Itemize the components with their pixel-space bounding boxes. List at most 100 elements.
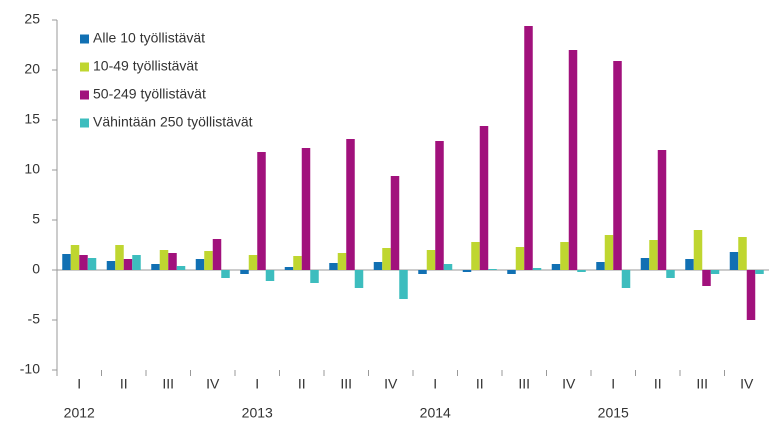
bar (79, 255, 88, 270)
bar (329, 263, 338, 270)
bar (479, 126, 489, 270)
bar (471, 242, 480, 270)
legend-swatch (80, 118, 89, 128)
legend-label: Vähintään 250 työllistävät (93, 114, 253, 130)
bar (746, 270, 756, 320)
x-tick-label: III (696, 376, 708, 392)
bar (604, 235, 614, 270)
year-label: 2014 (420, 405, 451, 421)
bar (649, 240, 658, 270)
bar (443, 264, 453, 270)
x-tick-label: III (340, 376, 352, 392)
bar (568, 50, 578, 270)
y-tick-label: 25 (24, 11, 40, 27)
x-tick-label: I (255, 376, 259, 392)
legend-swatch (80, 62, 89, 72)
x-tick-label: IV (740, 376, 754, 392)
bar (87, 258, 97, 270)
year-label: 2015 (598, 405, 629, 421)
legend-label: 50-249 työllistävät (93, 86, 206, 102)
bar (515, 247, 525, 270)
bar (221, 270, 230, 278)
bar (293, 256, 302, 270)
x-tick-label: II (120, 376, 128, 392)
legend-label: 10-49 työllistävät (93, 58, 198, 74)
x-tick-label: II (476, 376, 484, 392)
year-label: 2013 (242, 405, 273, 421)
bar (710, 270, 720, 274)
y-tick-label: 0 (32, 261, 40, 277)
y-tick-label: 5 (32, 211, 40, 227)
bar (257, 152, 266, 270)
bar (488, 269, 497, 270)
bar (551, 264, 561, 270)
bar (435, 141, 444, 270)
bar (729, 252, 739, 270)
bar (666, 270, 675, 278)
x-tick-label: II (654, 376, 662, 392)
x-tick-label: III (518, 376, 530, 392)
bar (195, 259, 205, 270)
y-tick-label: -10 (20, 361, 40, 377)
year-label: 2012 (64, 405, 95, 421)
bar (621, 270, 631, 288)
bar (151, 264, 160, 270)
bar (168, 253, 177, 270)
bar (390, 176, 400, 270)
y-tick-label: -5 (28, 311, 41, 327)
bar (373, 262, 383, 270)
bar (310, 270, 319, 283)
y-tick-label: 10 (24, 161, 40, 177)
bar (693, 230, 703, 270)
x-tick-label: III (162, 376, 174, 392)
x-tick-label: IV (562, 376, 576, 392)
legend-label: Alle 10 työllistävät (93, 30, 205, 46)
bar (301, 148, 311, 270)
legend-swatch (80, 90, 89, 100)
bar (532, 268, 542, 270)
y-tick-label: 20 (24, 61, 40, 77)
bar (462, 270, 472, 272)
bar (382, 248, 391, 270)
bar (755, 270, 764, 274)
x-tick-label: IV (384, 376, 398, 392)
bar (560, 242, 569, 270)
bar (284, 267, 294, 270)
bar (738, 237, 747, 270)
x-tick-label: I (77, 376, 81, 392)
bar (176, 266, 186, 270)
bar (657, 150, 667, 270)
bar (577, 270, 586, 272)
bar (640, 258, 650, 270)
bar (212, 239, 222, 270)
bar (70, 245, 80, 270)
bar (106, 261, 116, 270)
bar (240, 270, 249, 274)
bar (346, 139, 355, 270)
bar (123, 259, 133, 270)
bar (354, 270, 364, 288)
bar (337, 253, 347, 270)
x-tick-label: II (298, 376, 306, 392)
bar (596, 262, 605, 270)
bar (426, 250, 436, 270)
bar (115, 245, 124, 270)
x-tick-label: IV (206, 376, 220, 392)
legend-swatch (80, 34, 89, 44)
bar (507, 270, 516, 274)
bar (702, 270, 711, 286)
bar (613, 61, 622, 270)
bar (399, 270, 408, 299)
bar (248, 255, 258, 270)
x-tick-label: I (611, 376, 615, 392)
bar (132, 255, 141, 270)
bar (265, 270, 275, 281)
bar (204, 251, 213, 270)
bar (418, 270, 427, 274)
bar (62, 254, 71, 270)
bar (685, 259, 694, 270)
y-tick-label: 15 (24, 111, 40, 127)
bar (524, 26, 533, 270)
bar (159, 250, 169, 270)
